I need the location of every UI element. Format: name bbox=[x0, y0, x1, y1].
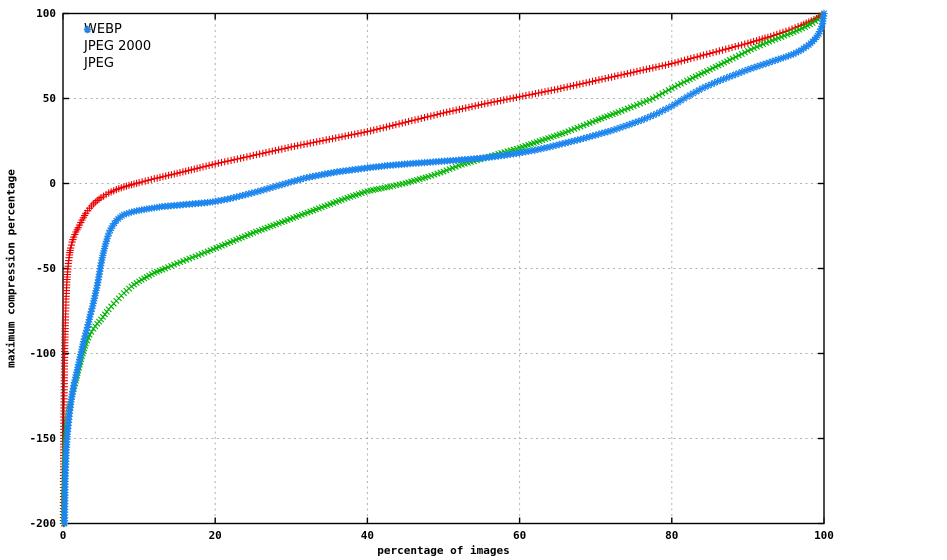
axis-ticks bbox=[62, 12, 825, 525]
legend-item-jpeg-2000: JPEG 2000 bbox=[79, 26, 152, 55]
y-tick-label: -200 bbox=[29, 516, 57, 530]
series-jpeg bbox=[60, 9, 828, 528]
x-tick-label: 80 bbox=[665, 529, 679, 542]
x-tick-label: 20 bbox=[208, 529, 222, 542]
legend: WEBP JPEG 2000 JPEG bbox=[79, 21, 151, 72]
y-tick-label: 50 bbox=[42, 91, 56, 105]
legend-item-label: JPEG bbox=[84, 56, 114, 71]
x-tick-label: 100 bbox=[814, 529, 834, 542]
x-tick-label: 40 bbox=[360, 529, 375, 542]
x-tick-label: 0 bbox=[59, 529, 67, 542]
legend-item-label: JPEG 2000 bbox=[84, 39, 152, 54]
grid-lines bbox=[63, 13, 824, 524]
y-tick-label: 100 bbox=[36, 6, 56, 20]
legend-item-label: WEBP bbox=[84, 22, 122, 37]
x-tick-label: 60 bbox=[512, 529, 527, 542]
y-tick-label: -100 bbox=[29, 346, 57, 360]
y-tick-label: -150 bbox=[29, 431, 57, 445]
y-tick-label: -50 bbox=[36, 261, 56, 275]
legend-item-jpeg: JPEG bbox=[79, 25, 151, 72]
x-axis-title: percentage of images bbox=[377, 544, 510, 557]
asterisk-marker-icon bbox=[83, 25, 92, 34]
y-tick-label: 0 bbox=[49, 176, 56, 190]
